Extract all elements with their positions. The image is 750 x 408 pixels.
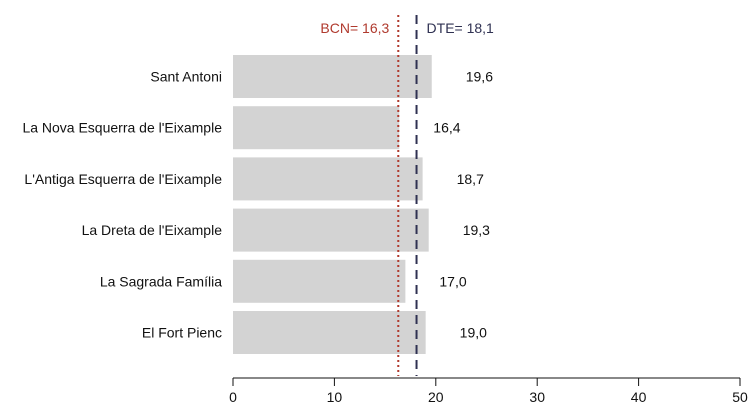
bars: Sant Antoni 19,6 La Nova Esquerra de l'Eix… (22, 55, 493, 354)
category-label: La Nova Esquerra de l'Eixample (22, 120, 222, 136)
x-tick-label: 40 (631, 389, 647, 405)
value-label: 19,3 (463, 222, 490, 238)
x-tick-label: 10 (327, 389, 343, 405)
bar (233, 157, 423, 201)
bar (233, 311, 426, 354)
x-tick-label: 20 (428, 389, 444, 405)
value-label: 19,6 (466, 69, 493, 85)
reference-line-label: BCN= 16,3 (320, 20, 389, 36)
category-label: La Dreta de l'Eixample (82, 222, 223, 238)
value-label: 17,0 (439, 273, 466, 289)
x-tick-label: 0 (229, 389, 237, 405)
bar (233, 55, 432, 98)
value-label: 18,7 (457, 171, 484, 187)
x-axis: 0 10 20 30 40 50 (229, 377, 748, 405)
category-label: Sant Antoni (150, 69, 222, 85)
value-label: 16,4 (433, 120, 460, 136)
category-label: El Fort Pienc (142, 325, 222, 341)
value-label: 19,0 (460, 325, 487, 341)
reference-lines: BCN= 16,3 DTE= 18,1 (320, 15, 494, 376)
reference-line-label: DTE= 18,1 (427, 20, 495, 36)
category-label: La Sagrada Família (100, 273, 222, 289)
x-tick-label: 30 (529, 389, 545, 405)
bar (233, 208, 429, 252)
category-label: L'Antiga Esquerra de l'Eixample (24, 171, 222, 187)
bar (233, 106, 400, 150)
x-tick-label: 50 (732, 389, 748, 405)
bar (233, 259, 406, 303)
